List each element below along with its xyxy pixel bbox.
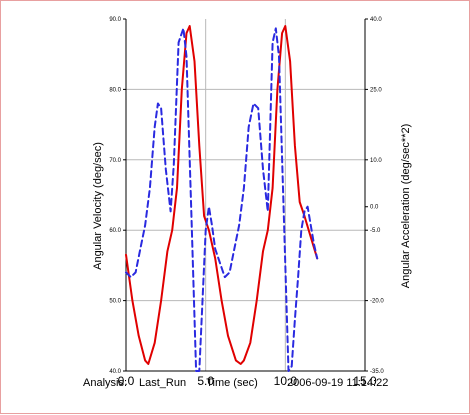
grid bbox=[126, 19, 365, 371]
x-axis-label: Time (sec) bbox=[206, 377, 258, 389]
series bbox=[125, 25, 319, 372]
x-tick-label: 10.0 bbox=[274, 374, 298, 388]
y-left-tick-label: 60.0 bbox=[109, 228, 121, 234]
y-right-tick-label: -5.0 bbox=[370, 228, 381, 234]
y-right-tick-label: 25.0 bbox=[370, 87, 382, 93]
y-right-tick-label: 0.0 bbox=[370, 205, 379, 211]
y-left-tick-label: 50.0 bbox=[109, 299, 121, 305]
analysis-label: Analysis: bbox=[83, 377, 127, 389]
axes bbox=[123, 18, 368, 372]
x-tick-label: 0.0 bbox=[118, 374, 135, 388]
y-axis-left-label: Angular Velocity (deg/sec) bbox=[92, 142, 104, 270]
y-axis-right-label: Angular Acceleration (deg/sec**2) bbox=[400, 124, 412, 288]
y-right-tick-label: -35.0 bbox=[370, 369, 384, 375]
x-tick-label: 15.0 bbox=[353, 374, 377, 388]
tick-labels: 0.0 5.0 10.0 15.0 40.0 50.0 60.0 70.0 80.0 90.0 -3… bbox=[109, 17, 384, 388]
y-right-tick-label: 10.0 bbox=[370, 158, 382, 164]
y-left-tick-label: 80.0 bbox=[109, 87, 121, 93]
y-left-tick-label: 70.0 bbox=[109, 158, 121, 164]
y-right-tick-label: 40.0 bbox=[370, 17, 382, 23]
y-left-tick-label: 90.0 bbox=[109, 17, 121, 23]
run-name: Last_Run bbox=[139, 377, 186, 389]
series-line-angular-velocity bbox=[125, 25, 319, 365]
x-tick-label: 5.0 bbox=[197, 374, 214, 388]
series-line-angular-acceleration bbox=[125, 27, 319, 372]
timestamp: 2006-09-19 11:14:22 bbox=[287, 377, 388, 389]
y-right-tick-label: -20.0 bbox=[370, 299, 384, 305]
y-left-tick-label: 40.0 bbox=[109, 369, 121, 375]
